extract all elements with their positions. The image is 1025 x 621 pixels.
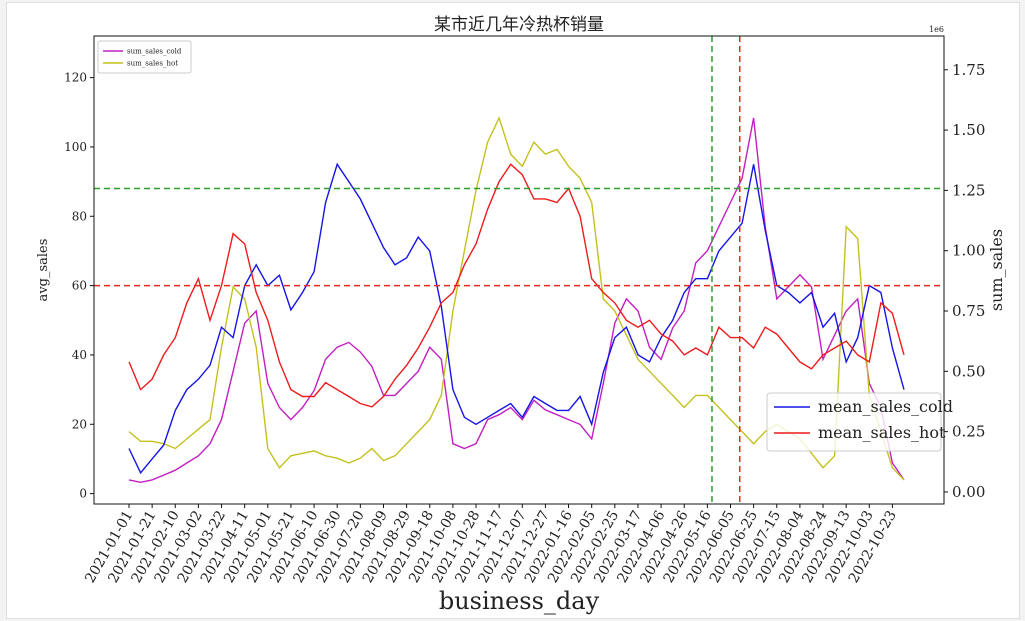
figure-frame: 0 20 40 60 80 100 120 0.00 0.25 0.50 0.75 1.00 1.25… [6,2,1020,619]
y-left-tick-label: 40 [72,348,87,362]
legend-right-axis: sum_sales_cold sum_sales_hot [97,40,192,74]
y-right-tick-label: 0.25 [952,423,985,441]
y-left-tick-label: 80 [72,209,87,223]
legend-label: mean_sales_cold [818,397,953,416]
series-line-mean_sales_hot [128,163,905,408]
legend-label: sum_sales_cold [127,48,182,56]
y-right-tick-label: 1.50 [952,121,985,139]
y-left-tick-label: 60 [72,279,87,293]
y-left-tick-label: 100 [64,140,87,154]
y-right-tick-label: 1.75 [952,61,985,79]
legend-left-axis: mean_sales_cold mean_sales_hot [766,392,953,452]
legend-box [97,40,192,74]
y-left-tick-label: 20 [72,417,87,431]
y-axis-left-label: avg_sales [36,239,51,302]
right-axis-multiplier: 1e6 [929,25,944,34]
legend-box [766,392,942,452]
plot-area-frame [93,35,945,505]
y-axis-right-label: sum_sales [987,229,1006,311]
legend-label: mean_sales_hot [818,423,946,442]
y-right-tick-label: 1.25 [952,181,985,199]
y-right-tick-label: 1.00 [952,242,985,260]
y-right-tick-label: 0.00 [952,483,985,501]
y-left-tick-label: 120 [64,71,87,85]
series-line-mean_sales_cold [128,162,905,475]
y-right-tick-label: 0.50 [952,362,985,380]
y-right-tick-label: 0.75 [952,302,985,320]
x-axis-label: business_day [439,587,600,615]
chart-title: 某市近几年冷热杯销量 [434,15,604,35]
y-left-tick-label: 0 [79,487,87,501]
legend-label: sum_sales_hot [127,60,178,68]
series-line-sum_sales_cold [128,117,905,484]
chart-svg: 0 20 40 60 80 100 120 0.00 0.25 0.50 0.75 1.00 1.25… [36,15,1006,615]
